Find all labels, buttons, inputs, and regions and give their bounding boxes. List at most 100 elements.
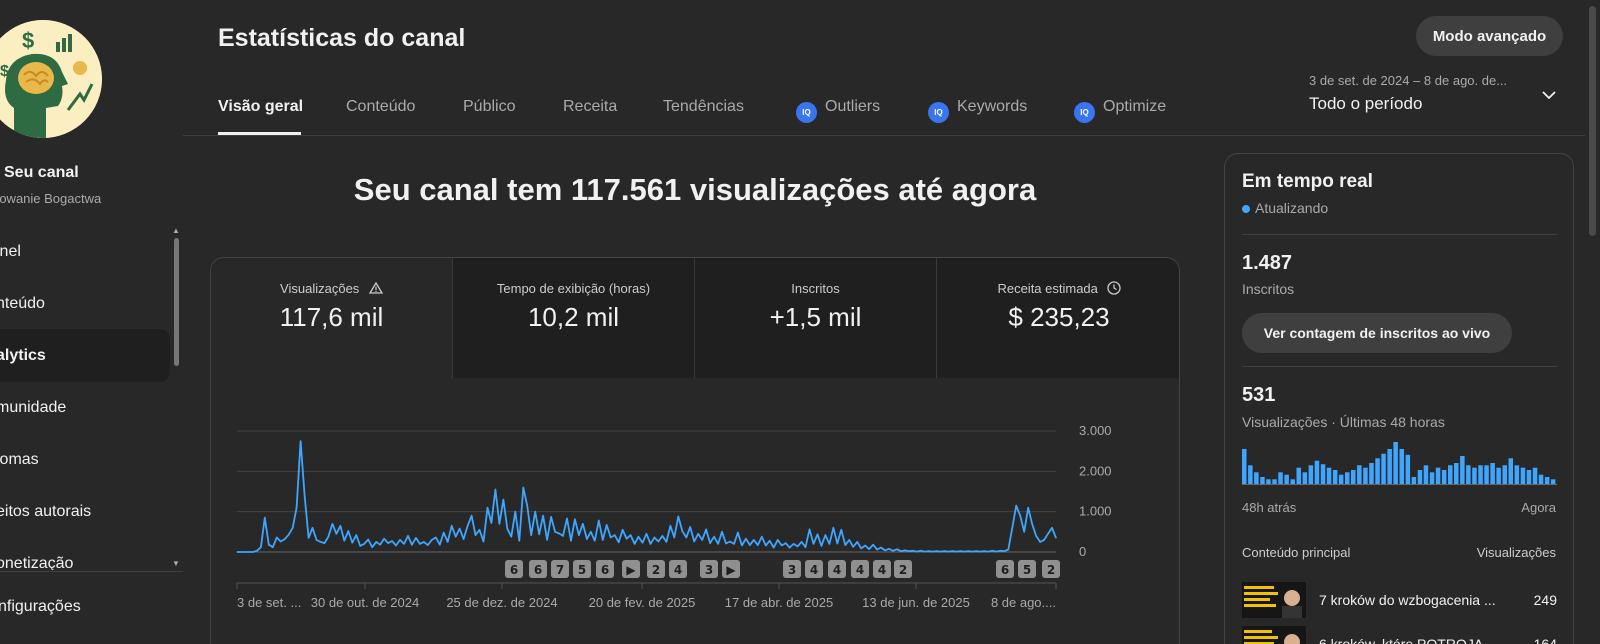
sidebar-item-analytics[interactable]: alytics — [0, 329, 170, 382]
data-point — [725, 542, 727, 545]
data-point — [490, 522, 492, 524]
event-marker — [669, 560, 687, 578]
data-point — [626, 538, 628, 540]
tab-keywords[interactable]: IQ Keywords — [928, 98, 1027, 123]
realtime-bar — [1508, 458, 1513, 484]
metric-views[interactable]: Visualizações 117,6 mil — [211, 258, 453, 378]
data-point — [367, 538, 369, 541]
event-marker — [647, 560, 665, 578]
data-point — [677, 515, 679, 518]
tab-revenue[interactable]: Receita — [563, 98, 618, 115]
axis-end-label: Agora — [1521, 500, 1556, 515]
data-point — [868, 548, 870, 550]
chevron-down-icon[interactable] — [1541, 89, 1557, 101]
realtime-bar — [1363, 467, 1368, 484]
nav-scrollbar-thumb[interactable] — [174, 238, 179, 366]
realtime-bar — [1242, 449, 1247, 484]
views-column-header: Visualizações — [1476, 545, 1556, 560]
data-point — [1039, 541, 1041, 543]
data-point — [451, 525, 453, 527]
realtime-bar — [1332, 470, 1338, 484]
data-point — [828, 543, 831, 545]
data-point — [944, 550, 946, 552]
live-subscriber-count-button[interactable]: Ver contagem de inscritos ao vivo — [1242, 313, 1512, 353]
date-range-text[interactable]: 3 de set. de 2024 – 8 de ago. de... — [1309, 73, 1508, 88]
data-point — [804, 546, 807, 548]
sidebar-item-label: inel — [0, 243, 21, 260]
metric-watch-time[interactable]: Tempo de exibição (horas) 10,2 mil — [453, 258, 695, 378]
tab-outliers[interactable]: IQ Outliers — [796, 98, 880, 123]
sidebar-item-content[interactable]: nteúdo — [0, 277, 170, 330]
tab-overview[interactable]: Visão geral — [218, 98, 304, 115]
data-point — [812, 543, 815, 545]
video-thumbnail — [1242, 582, 1306, 618]
data-point — [260, 546, 262, 548]
realtime-bar — [1466, 465, 1471, 484]
data-point — [896, 548, 898, 550]
sidebar-item-copyright[interactable]: eitos autorais — [0, 485, 170, 538]
data-point — [904, 549, 906, 551]
data-point — [474, 534, 477, 536]
nav-scroll-up-icon[interactable]: ▲ — [172, 226, 180, 235]
window-scrollbar[interactable] — [1585, 0, 1600, 644]
data-point — [701, 539, 703, 541]
window-scrollbar-thumb[interactable] — [1589, 6, 1596, 236]
data-point — [415, 537, 417, 539]
data-point — [979, 551, 982, 553]
data-point — [622, 529, 624, 531]
video-thumbnail — [1242, 626, 1306, 644]
top-content-row[interactable]: 7 kroków do wzbogacenia ... 249 — [1242, 582, 1557, 622]
sidebar-item-label: nfigurações — [0, 598, 81, 615]
metric-revenue[interactable]: Receita estimada $ 235,23 — [937, 258, 1179, 378]
tab-audience[interactable]: Público — [463, 98, 516, 115]
sidebar-item-label: iomas — [0, 451, 39, 468]
sidebar-item-community[interactable]: munidade — [0, 381, 170, 434]
date-period-select[interactable]: Todo o período — [1309, 94, 1423, 113]
advanced-mode-button[interactable]: Modo avançado — [1416, 16, 1563, 56]
data-point — [467, 525, 469, 527]
data-point — [769, 540, 771, 542]
realtime-bar — [1496, 467, 1501, 484]
realtime-bar — [1538, 474, 1544, 484]
data-point — [1007, 549, 1009, 551]
data-point — [884, 549, 886, 551]
data-point — [296, 507, 298, 509]
tab-trends[interactable]: Tendências — [663, 98, 744, 115]
data-point — [423, 541, 425, 543]
sidebar-item-languages[interactable]: iomas — [0, 433, 170, 486]
data-point — [256, 550, 258, 552]
data-point — [478, 529, 481, 531]
data-point — [657, 540, 659, 543]
event-marker — [551, 560, 569, 578]
data-point — [975, 550, 978, 552]
sidebar-item-monetization[interactable]: onetização — [0, 537, 170, 570]
top-content-row[interactable]: 6 kroków, które POTROJĄ T... 164 — [1242, 626, 1557, 644]
realtime-bar-chart[interactable] — [1242, 439, 1557, 489]
data-point — [586, 538, 588, 540]
sidebar-item-label: nteúdo — [0, 295, 45, 312]
event-marker-label: 3 — [705, 563, 713, 577]
realtime-bar — [1550, 479, 1556, 484]
data-point — [304, 494, 306, 497]
data-point — [455, 536, 457, 538]
channel-avatar[interactable]: $ $ — [0, 20, 102, 138]
data-point — [391, 540, 393, 542]
data-point — [582, 523, 584, 525]
vidiq-icon: IQ — [928, 102, 949, 123]
sidebar-item-dashboard[interactable]: inel — [0, 225, 170, 278]
x-tick-label: 30 de out. de 2024 — [311, 595, 419, 610]
tab-optimize[interactable]: IQ Optimize — [1074, 98, 1166, 123]
data-point — [594, 540, 596, 542]
metric-subscribers[interactable]: Inscritos +1,5 mil — [695, 258, 937, 378]
data-point — [956, 551, 958, 553]
data-point — [940, 551, 942, 553]
nav-scroll-down-icon[interactable]: ▼ — [172, 559, 180, 568]
data-point — [530, 534, 532, 536]
data-point — [649, 543, 652, 545]
sidebar-item-settings[interactable]: nfigurações — [0, 598, 81, 616]
event-marker-label: 2 — [1047, 563, 1055, 577]
data-point — [292, 527, 294, 529]
data-point — [967, 550, 970, 552]
tab-content[interactable]: Conteúdo — [346, 98, 416, 115]
